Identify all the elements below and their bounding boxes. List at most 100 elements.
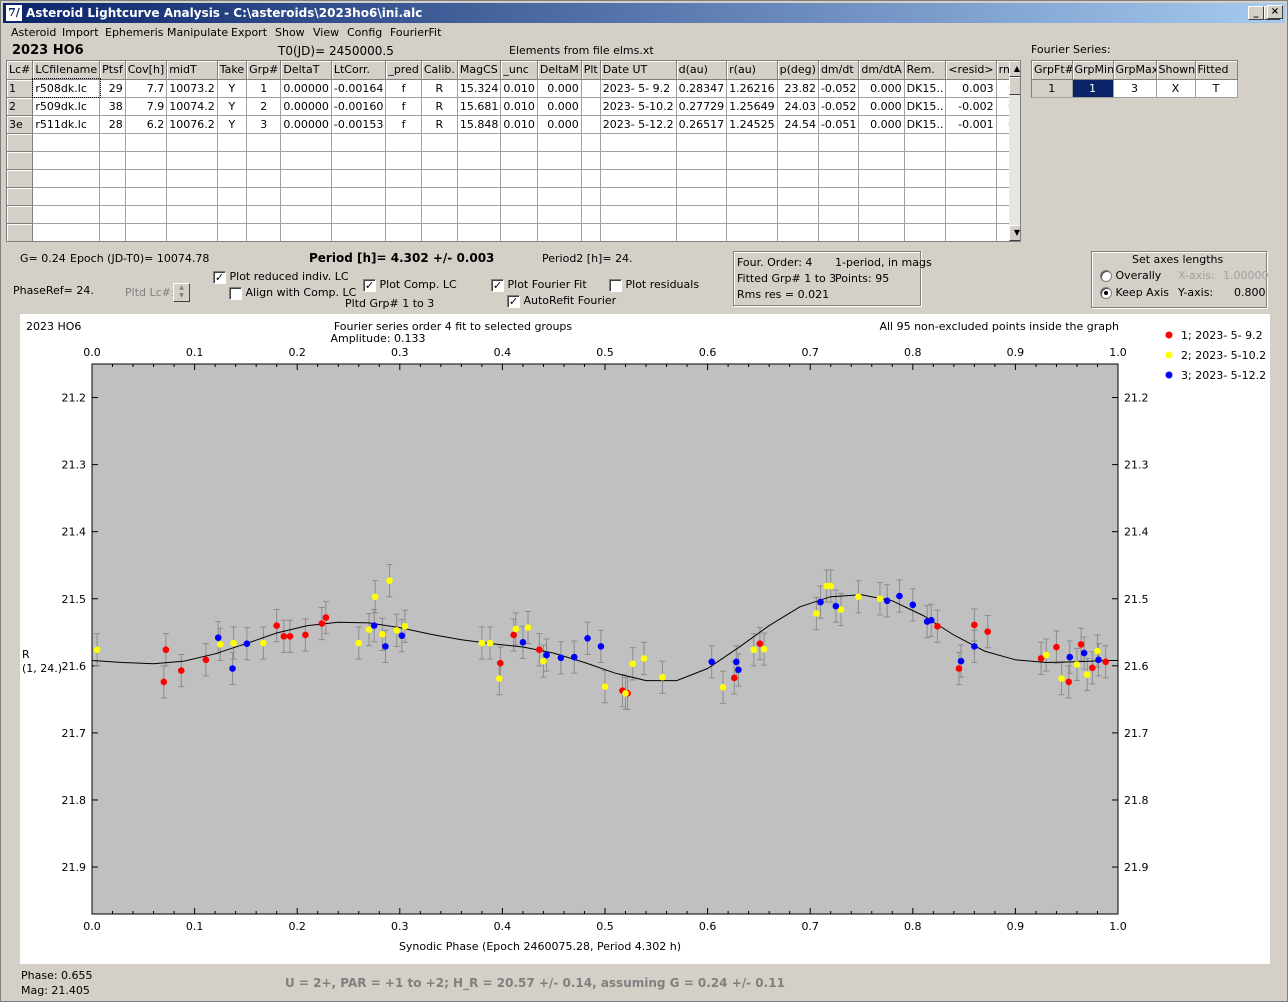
data-point-series-3[interactable]: [909, 601, 917, 609]
table-cell[interactable]: 2: [246, 97, 282, 116]
table-cell[interactable]: -0.051: [818, 115, 860, 134]
menu-fourierfit[interactable]: FourierFit: [390, 26, 442, 39]
data-point-series-2[interactable]: [1094, 647, 1101, 655]
data-point-series-3[interactable]: [927, 616, 935, 624]
table-cell[interactable]: 1.24525: [726, 115, 778, 134]
column-header[interactable]: DeltaT: [280, 61, 332, 80]
table-cell[interactable]: [385, 151, 422, 170]
table-cell[interactable]: [904, 151, 947, 170]
table-cell[interactable]: [777, 169, 819, 188]
table-cell[interactable]: [246, 187, 282, 206]
data-point-series-3[interactable]: [957, 657, 965, 665]
table-cell[interactable]: [500, 151, 538, 170]
table-cell[interactable]: 0.00000: [280, 97, 332, 116]
table-cell[interactable]: 2023- 5- 9.2: [600, 79, 677, 98]
table-cell[interactable]: [217, 133, 248, 152]
table-cell[interactable]: [217, 205, 248, 224]
data-point-series-2[interactable]: [230, 639, 237, 647]
data-point-series-3[interactable]: [214, 634, 222, 641]
data-point-series-1[interactable]: [1065, 678, 1073, 686]
table-cell[interactable]: [125, 169, 168, 188]
table-cell[interactable]: 10073.2: [166, 79, 218, 98]
column-header[interactable]: Ptsf: [99, 61, 126, 80]
lightcurve-plot-panel[interactable]: 0.0 0.0 0.1 0.1 0.2 0.2 0.3 0.3 0.4 0.4 0.5 0.5 0.6 0…: [20, 314, 1270, 964]
data-point-series-3[interactable]: [229, 665, 236, 672]
column-header[interactable]: Date UT: [600, 61, 677, 80]
table-cell[interactable]: [537, 205, 582, 224]
table-cell[interactable]: [858, 169, 905, 188]
table-cell[interactable]: [858, 205, 905, 224]
table-cell[interactable]: [457, 133, 502, 152]
table-cell[interactable]: [945, 223, 997, 241]
data-point-series-2[interactable]: [760, 645, 768, 653]
table-cell[interactable]: [166, 133, 218, 152]
column-header[interactable]: Grp#: [246, 61, 282, 80]
table-cell[interactable]: 0.010: [500, 97, 538, 116]
data-point-series-2[interactable]: [512, 625, 520, 633]
table-cell[interactable]: [421, 205, 458, 224]
table-cell[interactable]: 23.82: [777, 79, 819, 98]
data-point-series-3[interactable]: [883, 597, 891, 605]
data-point-series-2[interactable]: [1042, 651, 1050, 659]
column-header[interactable]: _pred: [385, 61, 422, 80]
data-point-series-1[interactable]: [984, 628, 991, 635]
table-cell[interactable]: [331, 205, 387, 224]
table-cell[interactable]: [600, 205, 677, 224]
data-point-series-2[interactable]: [837, 606, 845, 613]
table-cell[interactable]: f: [385, 115, 422, 134]
table-cell[interactable]: [581, 97, 601, 116]
data-point-series-3[interactable]: [1066, 653, 1074, 661]
column-header[interactable]: Take: [217, 61, 248, 80]
data-point-series-2[interactable]: [1073, 661, 1081, 668]
row-header[interactable]: [7, 133, 34, 152]
table-cell[interactable]: R: [421, 79, 458, 98]
data-point-series-1[interactable]: [955, 665, 963, 672]
table-cell[interactable]: [818, 151, 860, 170]
table-row[interactable]: 1 r508dk.lc 29 7.7 10073.2 Y 1 0.00000 -0.00164 f…: [7, 78, 1020, 98]
column-header[interactable]: DeltaM: [537, 61, 582, 80]
data-point-series-1[interactable]: [1077, 641, 1085, 648]
table-cell[interactable]: 0.000: [858, 115, 905, 134]
table-cell[interactable]: [246, 133, 282, 152]
table-cell[interactable]: [777, 151, 819, 170]
table-cell[interactable]: [99, 151, 126, 170]
scroll-down-icon[interactable]: ▼: [1009, 225, 1020, 241]
table-cell[interactable]: -0.00160: [331, 97, 387, 116]
table-cell[interactable]: [99, 205, 126, 224]
table-cell[interactable]: [99, 133, 126, 152]
table-cell[interactable]: [726, 205, 778, 224]
data-point-series-3[interactable]: [557, 654, 565, 662]
x-axis-value[interactable]: 1.00000: [1223, 269, 1269, 282]
column-header[interactable]: dm/dt: [818, 61, 860, 80]
data-point-series-1[interactable]: [730, 674, 738, 682]
data-point-series-1[interactable]: [536, 646, 543, 654]
table-cell[interactable]: 1.25649: [726, 97, 778, 116]
column-header[interactable]: p(deg): [777, 61, 819, 80]
table-cell[interactable]: 2023- 5-12.2: [600, 115, 677, 134]
row-header[interactable]: [7, 151, 34, 170]
menu-manipulate[interactable]: Manipulate: [167, 26, 229, 39]
table-cell[interactable]: 0.28347: [676, 79, 728, 98]
table-cell[interactable]: [904, 187, 947, 206]
data-point-series-3[interactable]: [896, 592, 903, 600]
table-cell[interactable]: [246, 169, 282, 188]
table-cell[interactable]: [818, 169, 860, 188]
data-point-series-3[interactable]: [370, 622, 378, 629]
table-cell[interactable]: [904, 205, 947, 224]
table-cell[interactable]: [581, 223, 601, 241]
table-cell[interactable]: [246, 223, 282, 241]
minimize-button[interactable]: _: [1248, 6, 1264, 20]
table-cell[interactable]: [858, 223, 905, 241]
data-point-series-1[interactable]: [497, 659, 504, 667]
align-comp-checkbox[interactable]: Align with Comp. LC: [229, 286, 356, 300]
table-cell[interactable]: [726, 187, 778, 206]
table-cell[interactable]: Y: [217, 97, 248, 116]
data-point-series-1[interactable]: [160, 678, 168, 686]
table-cell[interactable]: [32, 151, 101, 170]
data-point-series-2[interactable]: [379, 631, 386, 638]
table-cell[interactable]: f: [385, 97, 422, 116]
table-cell[interactable]: [457, 205, 502, 224]
table-cell[interactable]: [581, 79, 601, 98]
table-cell[interactable]: [726, 223, 778, 241]
table-cell[interactable]: [421, 169, 458, 188]
